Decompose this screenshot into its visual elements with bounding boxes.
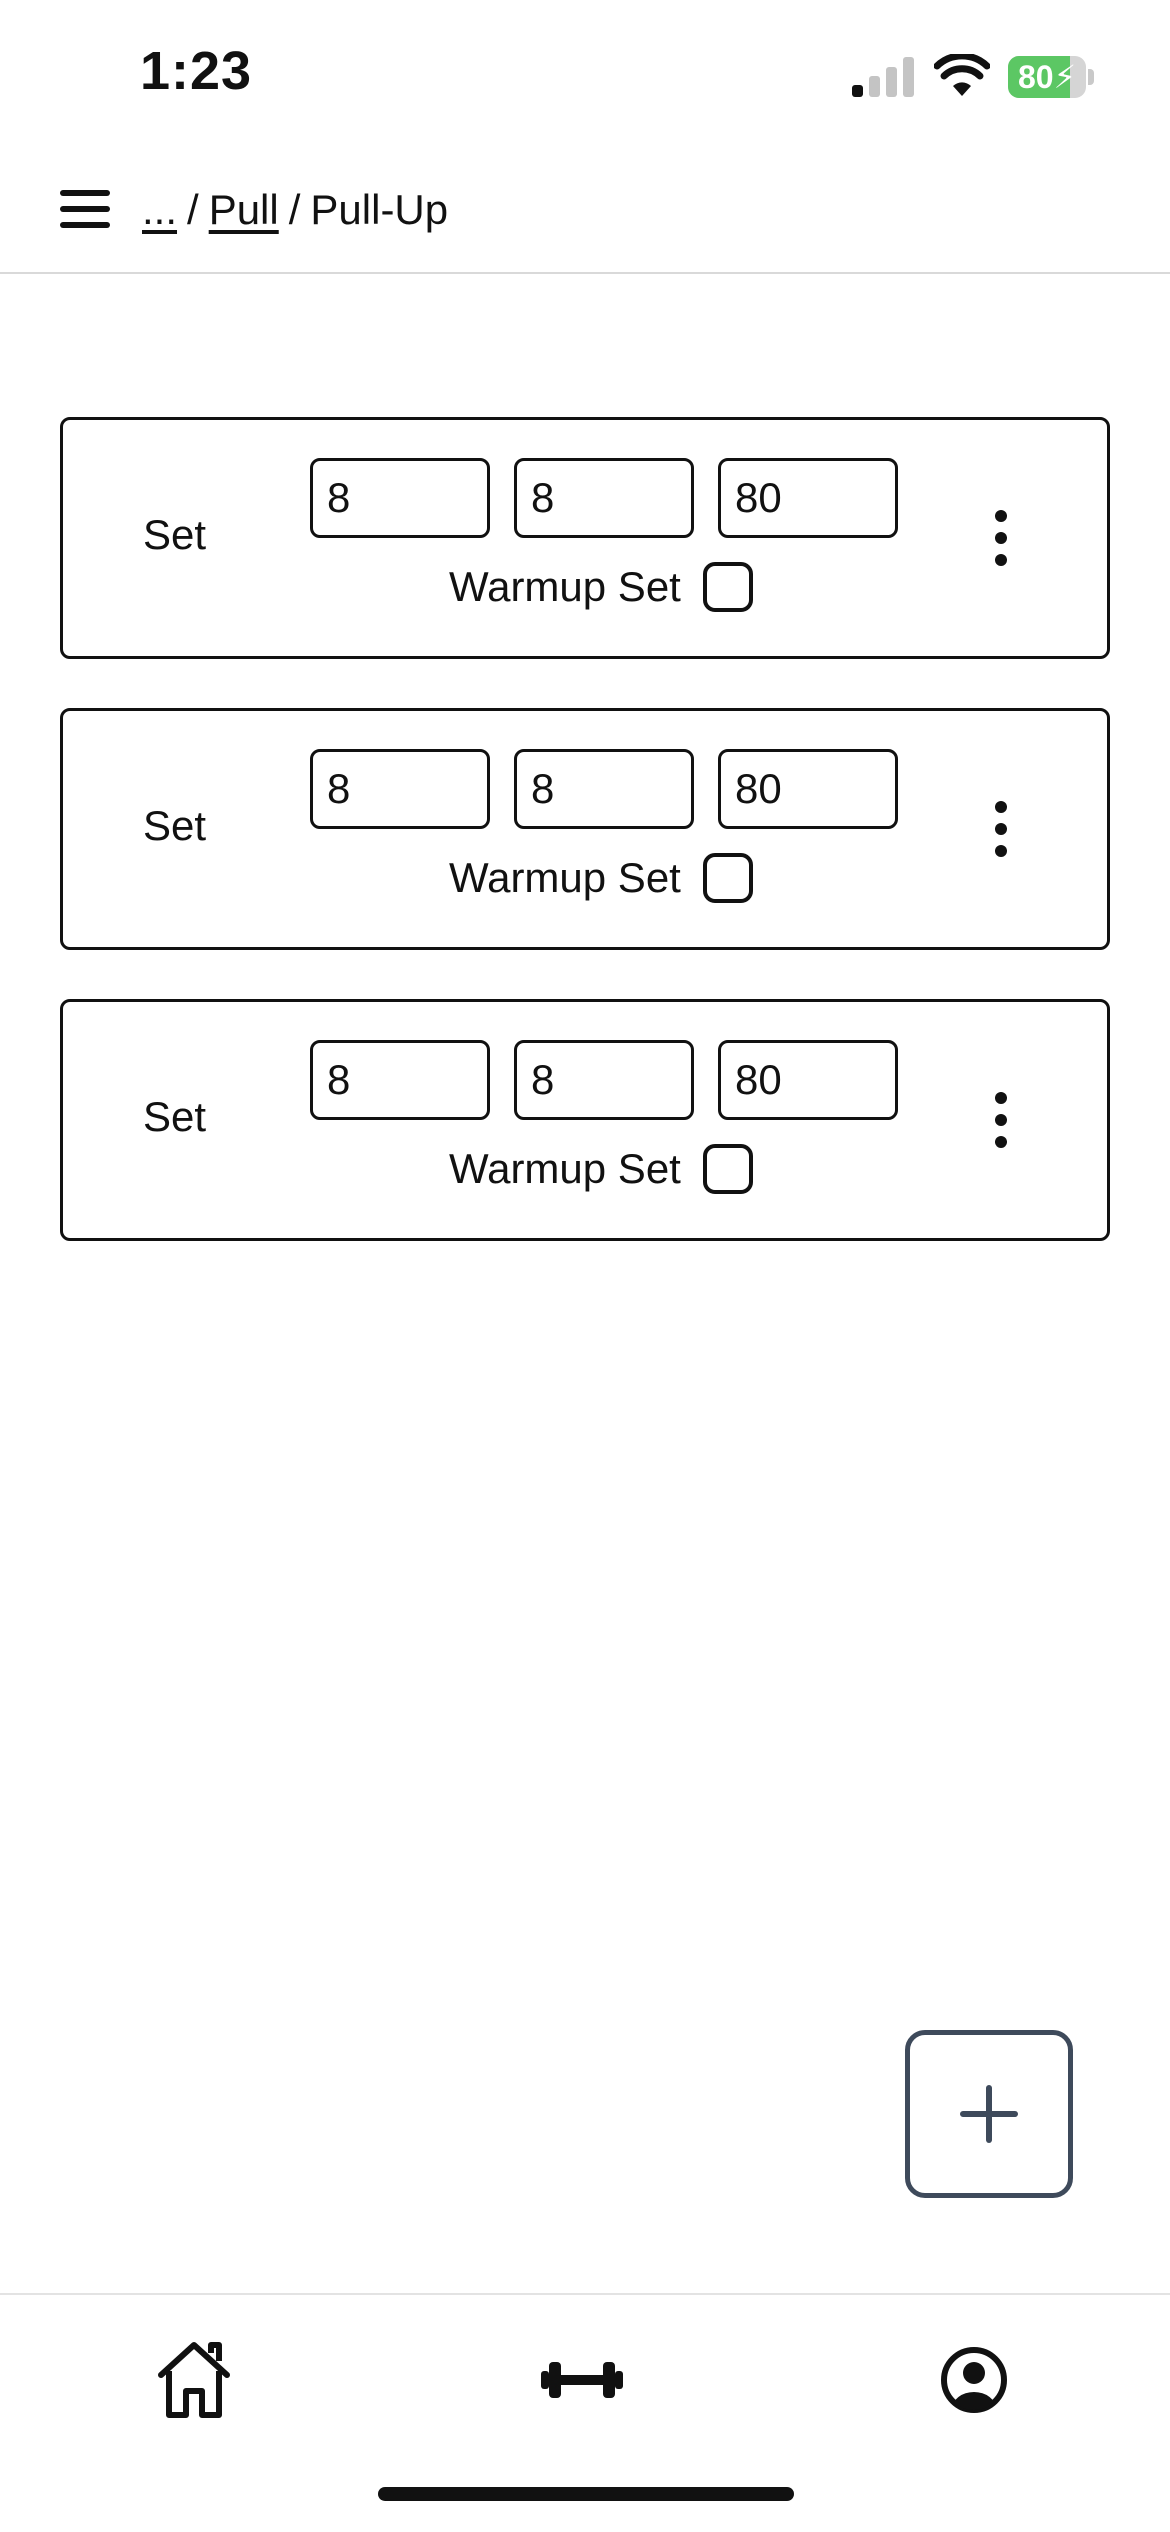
set-card: Set Warmup Set — [60, 999, 1110, 1241]
warmup-row: Warmup Set — [449, 1142, 753, 1196]
nav-home-button[interactable] — [149, 2335, 239, 2425]
cellular-signal-icon — [852, 57, 914, 97]
more-options-icon[interactable] — [981, 1090, 1021, 1150]
set-value-input[interactable] — [310, 749, 490, 829]
wifi-icon — [934, 54, 990, 96]
set-card: Set Warmup Set — [60, 417, 1110, 659]
add-set-button[interactable] — [905, 2030, 1073, 2198]
battery-percent: 80⚡ — [1017, 59, 1077, 95]
set-value-input[interactable] — [514, 749, 694, 829]
home-indicator — [378, 2487, 794, 2501]
set-value-input[interactable] — [514, 1040, 694, 1120]
set-value-input[interactable] — [310, 458, 490, 538]
warmup-set-label: Warmup Set — [449, 1145, 681, 1192]
set-value-input[interactable] — [718, 749, 898, 829]
warmup-set-label: Warmup Set — [449, 563, 681, 610]
nav-profile-button[interactable] — [929, 2335, 1019, 2425]
warmup-row: Warmup Set — [449, 560, 753, 614]
warmup-set-checkbox[interactable] — [702, 853, 753, 903]
app-header: ... / Pull / Pull-Up — [0, 150, 1170, 274]
set-label: Set — [143, 1093, 207, 1140]
warmup-set-checkbox[interactable] — [702, 562, 753, 612]
charging-bolt-icon: ⚡ — [1053, 59, 1077, 95]
set-label: Set — [143, 511, 207, 558]
battery-icon: 80⚡ — [1008, 56, 1094, 98]
set-value-input[interactable] — [310, 1040, 490, 1120]
warmup-row: Warmup Set — [449, 851, 753, 905]
battery-level — [1008, 56, 1071, 98]
user-circle-icon — [941, 2347, 1007, 2413]
warmup-set-label: Warmup Set — [449, 854, 681, 901]
nav-workout-button[interactable] — [537, 2335, 627, 2425]
status-time: 1:23 — [140, 41, 253, 101]
set-value-input[interactable] — [718, 1040, 898, 1120]
set-value-input[interactable] — [718, 458, 898, 538]
breadcrumb-separator: / — [288, 186, 301, 233]
hamburger-menu-icon[interactable] — [60, 188, 110, 230]
breadcrumb-ellipsis-link[interactable]: ... — [142, 186, 178, 233]
breadcrumb-separator: / — [187, 186, 199, 233]
more-options-icon[interactable] — [981, 799, 1021, 859]
dumbbell-icon — [541, 2362, 623, 2398]
set-card: Set Warmup Set — [60, 708, 1110, 950]
battery-body: 80⚡ — [1008, 56, 1086, 98]
set-value-input[interactable] — [514, 458, 694, 538]
status-bar: 1:23 80⚡ — [0, 0, 1170, 150]
warmup-set-checkbox[interactable] — [702, 1144, 753, 1194]
more-options-icon[interactable] — [981, 508, 1021, 568]
breadcrumb-current: Pull-Up — [310, 186, 449, 233]
breadcrumb-parent-link[interactable]: Pull — [208, 186, 279, 233]
set-label: Set — [143, 802, 207, 849]
breadcrumb: ... / Pull / Pull-Up — [142, 184, 448, 236]
home-icon — [158, 2342, 230, 2418]
battery-tip — [1088, 69, 1094, 85]
